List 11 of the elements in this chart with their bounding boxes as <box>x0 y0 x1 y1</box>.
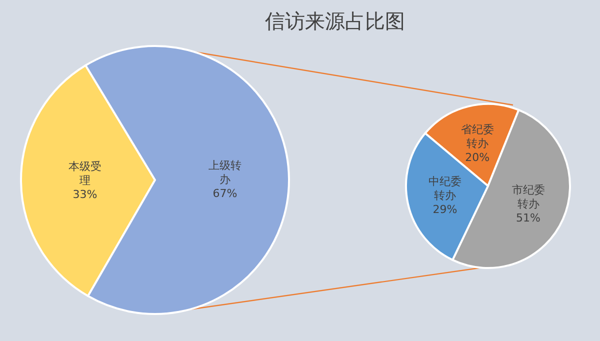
data-label: 29% <box>432 202 458 216</box>
data-label: 33% <box>72 188 98 202</box>
slice-label: 中纪委转办 <box>428 174 462 202</box>
slice-label: 上级转办 <box>208 158 242 186</box>
slice-label: 本级受理 <box>68 160 102 188</box>
data-label: 20% <box>465 150 490 164</box>
slice-label: 市纪委转办 <box>512 183 545 210</box>
text: 信访来源占比图 <box>265 9 405 33</box>
data-label: 51% <box>516 211 540 224</box>
slice-label: 省纪委转办 <box>460 122 494 150</box>
data-label: 67% <box>212 186 238 200</box>
